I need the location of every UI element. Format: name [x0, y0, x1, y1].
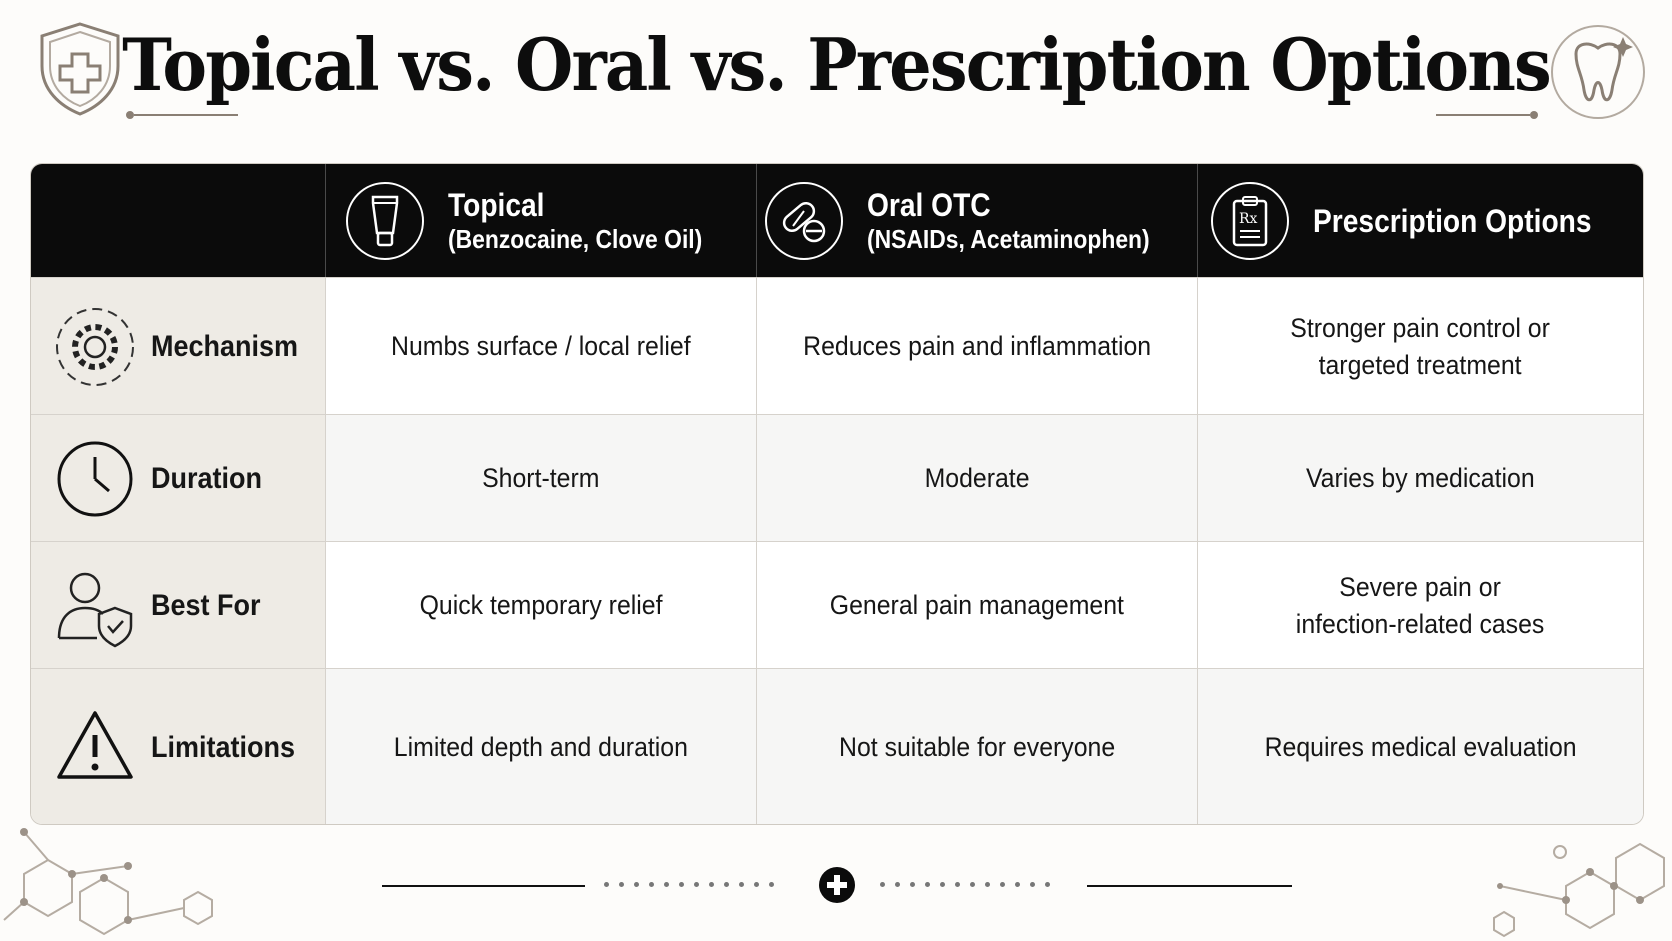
row-header: Duration — [31, 415, 326, 542]
medical-shield-icon — [40, 22, 238, 119]
table-cell: General pain management — [757, 542, 1198, 669]
table-header-row: Topical (Benzocaine, Clove Oil) Oral OTC… — [31, 164, 1643, 277]
table-cell: Quick temporary relief — [326, 542, 757, 669]
column-name: Prescription Options — [1313, 202, 1592, 239]
table-cell: Numbs surface / local relief — [326, 278, 757, 415]
cell-text: Short-term — [482, 463, 600, 493]
column-name: Oral OTC — [867, 186, 992, 223]
hexagon-molecule-pattern — [3, 828, 213, 936]
page-title: Topical vs. Oral vs. Prescription Option… — [122, 22, 1552, 107]
tooth-icon — [1436, 25, 1645, 119]
table-row-duration: Duration Short-term Moderate Varies by m… — [31, 414, 1643, 542]
row-label: Best For — [151, 589, 261, 622]
user-shield-icon — [53, 564, 137, 648]
comparison-table: Topical (Benzocaine, Clove Oil) Oral OTC… — [30, 163, 1644, 825]
cell-text: General pain management — [829, 590, 1125, 620]
cell-text: Requires medical evaluation — [1264, 731, 1577, 762]
footer-dots-left — [604, 882, 774, 888]
pill-icon — [765, 181, 844, 260]
svg-text:Rx: Rx — [1239, 211, 1258, 227]
cell-text: infection-related cases — [1296, 608, 1545, 639]
column-subtitle: (Benzocaine, Clove Oil) — [447, 223, 702, 254]
row-header: Best For — [31, 542, 326, 669]
column-header-prescription: Rx Prescription Options — [1198, 164, 1643, 277]
column-name: Topical — [447, 186, 544, 223]
cell-text: Limited depth and duration — [393, 731, 689, 762]
footer-divider-right — [1087, 885, 1292, 887]
clock-icon — [53, 437, 137, 521]
row-label: Mechanism — [151, 330, 299, 363]
row-header: Limitations — [31, 669, 326, 824]
cell-text: Not suitable for everyone — [838, 731, 1116, 762]
row-label: Limitations — [151, 730, 296, 764]
cell-text: Numbs surface / local relief — [391, 331, 691, 361]
gear-icon — [53, 305, 137, 389]
cell-text: Reduces pain and inflammation — [803, 331, 1151, 361]
cell-text: Varies by medication — [1306, 463, 1535, 493]
plus-circle-icon — [819, 867, 855, 903]
cell-text: Quick temporary relief — [419, 590, 663, 620]
tube-icon — [345, 181, 424, 260]
column-header-oral-otc: Oral OTC (NSAIDs, Acetaminophen) — [757, 164, 1198, 277]
row-label: Duration — [151, 462, 262, 495]
table-cell: Severe pain or infection-related cases — [1198, 542, 1643, 669]
footer-divider-left — [382, 885, 585, 887]
table-row-best-for: Best For Quick temporary relief General … — [31, 541, 1643, 669]
header-empty-cell — [31, 164, 326, 277]
prescription-clipboard-icon: Rx — [1211, 181, 1290, 260]
cell-text: Stronger pain control or — [1290, 312, 1551, 343]
table-cell: Not suitable for everyone — [757, 669, 1198, 824]
cell-text: targeted treatment — [1318, 349, 1522, 380]
table-cell: Varies by medication — [1198, 415, 1643, 542]
hexagon-molecule-pattern — [1493, 842, 1665, 938]
table-cell: Short-term — [326, 415, 757, 542]
row-header: Mechanism — [31, 278, 326, 415]
cell-text: Moderate — [924, 463, 1030, 493]
table-cell: Stronger pain control or targeted treatme… — [1198, 278, 1643, 415]
table-cell: Requires medical evaluation — [1198, 669, 1643, 824]
table-row-mechanism: Mechanism Numbs surface / local relief R… — [31, 277, 1643, 415]
column-subtitle: (NSAIDs, Acetaminophen) — [867, 223, 1151, 254]
table-row-limitations: Limitations Limited depth and duration N… — [31, 668, 1643, 824]
table-cell: Reduces pain and inflammation — [757, 278, 1198, 415]
footer-dots-right — [880, 882, 1050, 888]
warning-icon — [53, 705, 137, 789]
cell-text: Severe pain or — [1339, 571, 1502, 602]
column-header-topical: Topical (Benzocaine, Clove Oil) — [326, 164, 757, 277]
table-cell: Moderate — [757, 415, 1198, 542]
table-cell: Limited depth and duration — [326, 669, 757, 824]
